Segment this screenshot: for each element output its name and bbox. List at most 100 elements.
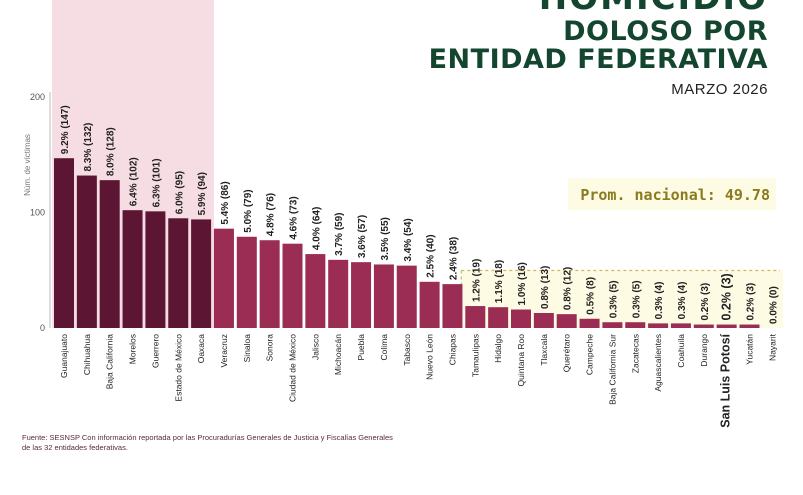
data-label: 0.0% (0) bbox=[768, 286, 779, 324]
bar bbox=[396, 265, 417, 328]
data-label: 1.0% (16) bbox=[517, 262, 528, 305]
bar bbox=[213, 228, 234, 328]
data-label: 6.0% (95) bbox=[174, 171, 185, 214]
bar bbox=[556, 314, 577, 328]
x-tick-label: Michoacán bbox=[333, 334, 343, 375]
y-tick-label: 200 bbox=[30, 92, 45, 102]
bar bbox=[122, 210, 143, 328]
x-tick-label: Estado de México bbox=[173, 334, 183, 402]
data-label: 4.6% (73) bbox=[289, 196, 300, 239]
data-label: 4.0% (64) bbox=[311, 207, 322, 250]
data-label: 1.1% (18) bbox=[494, 260, 505, 303]
x-tick-label: Campeche bbox=[585, 334, 595, 375]
data-label: 5.0% (79) bbox=[243, 189, 254, 232]
bar bbox=[305, 254, 326, 328]
data-label: 0.3% (4) bbox=[677, 282, 688, 320]
bar bbox=[488, 307, 509, 328]
x-tick-label: Veracruz bbox=[219, 334, 229, 368]
bar bbox=[145, 211, 166, 328]
title-line-2: ENTIDAD FEDERATIVA bbox=[428, 44, 768, 75]
bar bbox=[99, 180, 120, 328]
x-tick-label: Nayarit bbox=[767, 333, 777, 361]
data-label: 6.3% (101) bbox=[151, 158, 162, 207]
x-tick-label: San Luis Potosí bbox=[719, 333, 733, 427]
data-label: 3.5% (55) bbox=[380, 217, 391, 260]
data-label: 0.3% (5) bbox=[631, 280, 642, 318]
x-tick-label: Querétaro bbox=[562, 334, 572, 373]
x-tick-label: Durango bbox=[699, 334, 709, 367]
bar bbox=[716, 324, 737, 328]
data-label: 8.3% (132) bbox=[83, 123, 94, 172]
data-label: 5.9% (94) bbox=[197, 172, 208, 215]
source-note: Fuente: SESNSP Con información reportada… bbox=[22, 433, 393, 452]
x-tick-label: Sinaloa bbox=[242, 334, 252, 363]
bar bbox=[442, 284, 463, 328]
x-tick-label: Yucatán bbox=[745, 334, 755, 365]
data-label: 0.5% (8) bbox=[586, 277, 597, 315]
bar bbox=[579, 318, 600, 328]
bar bbox=[693, 324, 714, 328]
subtitle-date: MARZO 2026 bbox=[671, 81, 768, 98]
bar bbox=[511, 309, 531, 328]
average-band bbox=[461, 270, 783, 328]
data-label: 3.7% (59) bbox=[334, 212, 345, 255]
data-label: 8.0% (128) bbox=[106, 127, 117, 176]
bar bbox=[533, 312, 554, 328]
x-tick-label: Sonora bbox=[265, 334, 275, 362]
data-label: 6.4% (102) bbox=[129, 157, 140, 206]
x-tick-label: Oaxaca bbox=[196, 334, 206, 364]
bar bbox=[373, 264, 394, 328]
x-tick-label: Baja California bbox=[105, 334, 115, 390]
x-tick-label: Nuevo León bbox=[425, 334, 435, 380]
x-tick-label: Tabasco bbox=[402, 334, 412, 366]
bar bbox=[259, 240, 280, 328]
y-tick-label: 0 bbox=[40, 323, 45, 333]
bar bbox=[54, 158, 74, 328]
x-tick-label: Zacatecas bbox=[630, 334, 640, 373]
bar bbox=[191, 219, 212, 328]
bar bbox=[236, 236, 257, 328]
title-line-1: DOLOSO POR bbox=[563, 16, 768, 47]
data-label: 0.2% (3) bbox=[720, 273, 734, 320]
x-tick-label: Ciudad de México bbox=[288, 334, 298, 402]
title-top: HOMICIDIO bbox=[539, 0, 768, 18]
y-axis-label: Núm. de víctimas bbox=[23, 134, 32, 196]
bar bbox=[76, 175, 97, 328]
x-tick-label: Tamaulipas bbox=[470, 334, 480, 377]
bar bbox=[625, 322, 646, 328]
data-label: 2.4% (38) bbox=[448, 237, 459, 280]
data-label: 1.2% (19) bbox=[471, 259, 482, 302]
x-tick-label: Hidalgo bbox=[493, 334, 503, 363]
x-tick-label: Baja California Sur bbox=[607, 334, 617, 405]
bar bbox=[351, 262, 372, 328]
x-tick-label: Chiapas bbox=[447, 334, 457, 365]
x-tick-label: Coahuila bbox=[676, 334, 686, 368]
bar bbox=[168, 218, 189, 328]
bar bbox=[419, 281, 440, 328]
x-tick-label: Aguascalientes bbox=[653, 334, 663, 392]
y-tick-label: 100 bbox=[30, 208, 45, 218]
data-label: 0.3% (4) bbox=[654, 282, 665, 320]
data-label: 4.8% (76) bbox=[266, 193, 277, 236]
bar bbox=[670, 323, 691, 328]
x-tick-label: Jalisco bbox=[310, 334, 320, 360]
bar bbox=[602, 322, 623, 328]
x-tick-label: Guanajuato bbox=[59, 334, 69, 378]
data-label: 3.6% (57) bbox=[357, 215, 368, 258]
bar bbox=[648, 323, 669, 328]
average-label-bg bbox=[568, 178, 776, 210]
x-tick-label: Morelos bbox=[128, 334, 138, 364]
x-tick-label: Puebla bbox=[356, 334, 366, 361]
x-tick-label: Guerrero bbox=[150, 334, 160, 368]
data-label: 0.2% (3) bbox=[746, 283, 757, 321]
average-label: Prom. nacional: 49.78 bbox=[580, 186, 770, 204]
bar bbox=[739, 324, 760, 328]
data-label: 0.8% (12) bbox=[563, 267, 574, 310]
data-label: 0.8% (13) bbox=[540, 266, 551, 309]
bar bbox=[328, 259, 349, 328]
bar bbox=[465, 306, 486, 328]
data-label: 5.4% (86) bbox=[220, 181, 231, 224]
x-tick-label: Colima bbox=[379, 334, 389, 361]
